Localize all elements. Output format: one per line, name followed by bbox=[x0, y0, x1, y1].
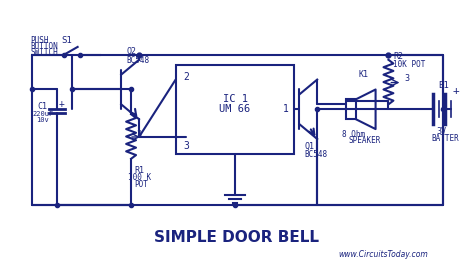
Text: PUSH: PUSH bbox=[30, 36, 49, 45]
Text: 10K POT: 10K POT bbox=[393, 60, 426, 69]
Bar bbox=[346, 99, 356, 119]
Text: UM 66: UM 66 bbox=[219, 104, 251, 114]
Bar bbox=[176, 65, 294, 154]
Text: 3V: 3V bbox=[436, 127, 446, 136]
Text: POT: POT bbox=[134, 180, 148, 189]
Text: 10v: 10v bbox=[36, 117, 49, 123]
Text: IC 1: IC 1 bbox=[222, 94, 247, 104]
Text: +: + bbox=[59, 99, 64, 109]
Text: 100 K: 100 K bbox=[128, 173, 151, 182]
Text: B1: B1 bbox=[438, 81, 449, 90]
Text: R2: R2 bbox=[393, 52, 403, 61]
Text: 220uF: 220uF bbox=[32, 111, 54, 117]
Text: BATTER: BATTER bbox=[431, 135, 459, 144]
Text: R1: R1 bbox=[134, 166, 144, 175]
Text: 3: 3 bbox=[136, 130, 141, 139]
Text: SIMPLE DOOR BELL: SIMPLE DOOR BELL bbox=[155, 230, 319, 246]
Text: www.CircuitsToday.com: www.CircuitsToday.com bbox=[338, 250, 428, 259]
Text: SPEAKER: SPEAKER bbox=[349, 136, 381, 145]
Text: 3: 3 bbox=[404, 74, 409, 83]
Text: 3: 3 bbox=[183, 141, 190, 151]
Text: 2: 2 bbox=[183, 72, 190, 82]
Text: BC548: BC548 bbox=[126, 56, 149, 65]
Text: Q2: Q2 bbox=[126, 47, 136, 56]
Text: Q1: Q1 bbox=[304, 142, 314, 152]
Text: C1: C1 bbox=[37, 102, 47, 111]
Text: 8 Ohm: 8 Ohm bbox=[342, 130, 365, 139]
Text: S1: S1 bbox=[61, 36, 72, 45]
Text: SWITCH: SWITCH bbox=[30, 48, 58, 57]
Text: 1: 1 bbox=[283, 104, 288, 114]
Text: BUTTON: BUTTON bbox=[30, 42, 58, 52]
Text: K1: K1 bbox=[359, 70, 369, 79]
Text: BC548: BC548 bbox=[304, 150, 328, 159]
Text: +: + bbox=[453, 87, 459, 96]
